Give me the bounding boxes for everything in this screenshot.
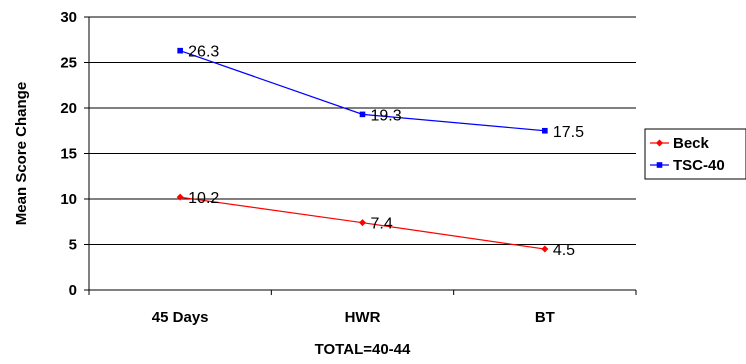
data-label: 4.5 — [553, 242, 575, 259]
data-label: 19.3 — [371, 107, 402, 124]
y-tick-label: 5 — [69, 237, 77, 254]
y-tick-label: 0 — [69, 282, 77, 299]
data-label: 26.3 — [188, 44, 219, 61]
data-point — [176, 193, 184, 201]
legend: Beck TSC-40 — [644, 128, 746, 180]
data-labels: 10.2 7.4 4.5 26.3 19.3 17.5 — [188, 44, 584, 259]
y-tick-label: 30 — [60, 9, 77, 26]
x-tick-labels: 45 Days HWR BT — [152, 309, 555, 326]
y-tick-label: 20 — [60, 100, 77, 117]
legend-marker — [656, 139, 663, 147]
series — [176, 47, 549, 253]
data-point — [359, 111, 366, 118]
axes — [84, 16, 637, 295]
x-tick-label: BT — [535, 309, 555, 326]
data-point — [177, 47, 183, 54]
legend-label: Beck — [673, 135, 710, 152]
y-tick-label: 15 — [60, 146, 77, 163]
x-axis-title: TOTAL=40-44 — [315, 341, 411, 358]
x-tick-label: HWR — [345, 309, 381, 326]
data-point — [359, 219, 366, 227]
y-tick-labels: 0 5 10 15 20 25 30 — [60, 9, 77, 299]
legend-marker — [656, 162, 663, 168]
x-tick-label: 45 Days — [152, 309, 209, 326]
data-point — [542, 127, 548, 134]
data-point — [541, 245, 549, 253]
y-axis-title: Mean Score Change — [13, 82, 30, 225]
legend-label: TSC-40 — [673, 157, 725, 174]
y-tick-label: 10 — [60, 191, 77, 208]
data-label: 7.4 — [371, 216, 393, 233]
data-label: 17.5 — [553, 124, 584, 141]
legend-box — [644, 128, 746, 180]
y-tick-label: 25 — [60, 55, 77, 72]
data-label: 10.2 — [188, 190, 219, 207]
